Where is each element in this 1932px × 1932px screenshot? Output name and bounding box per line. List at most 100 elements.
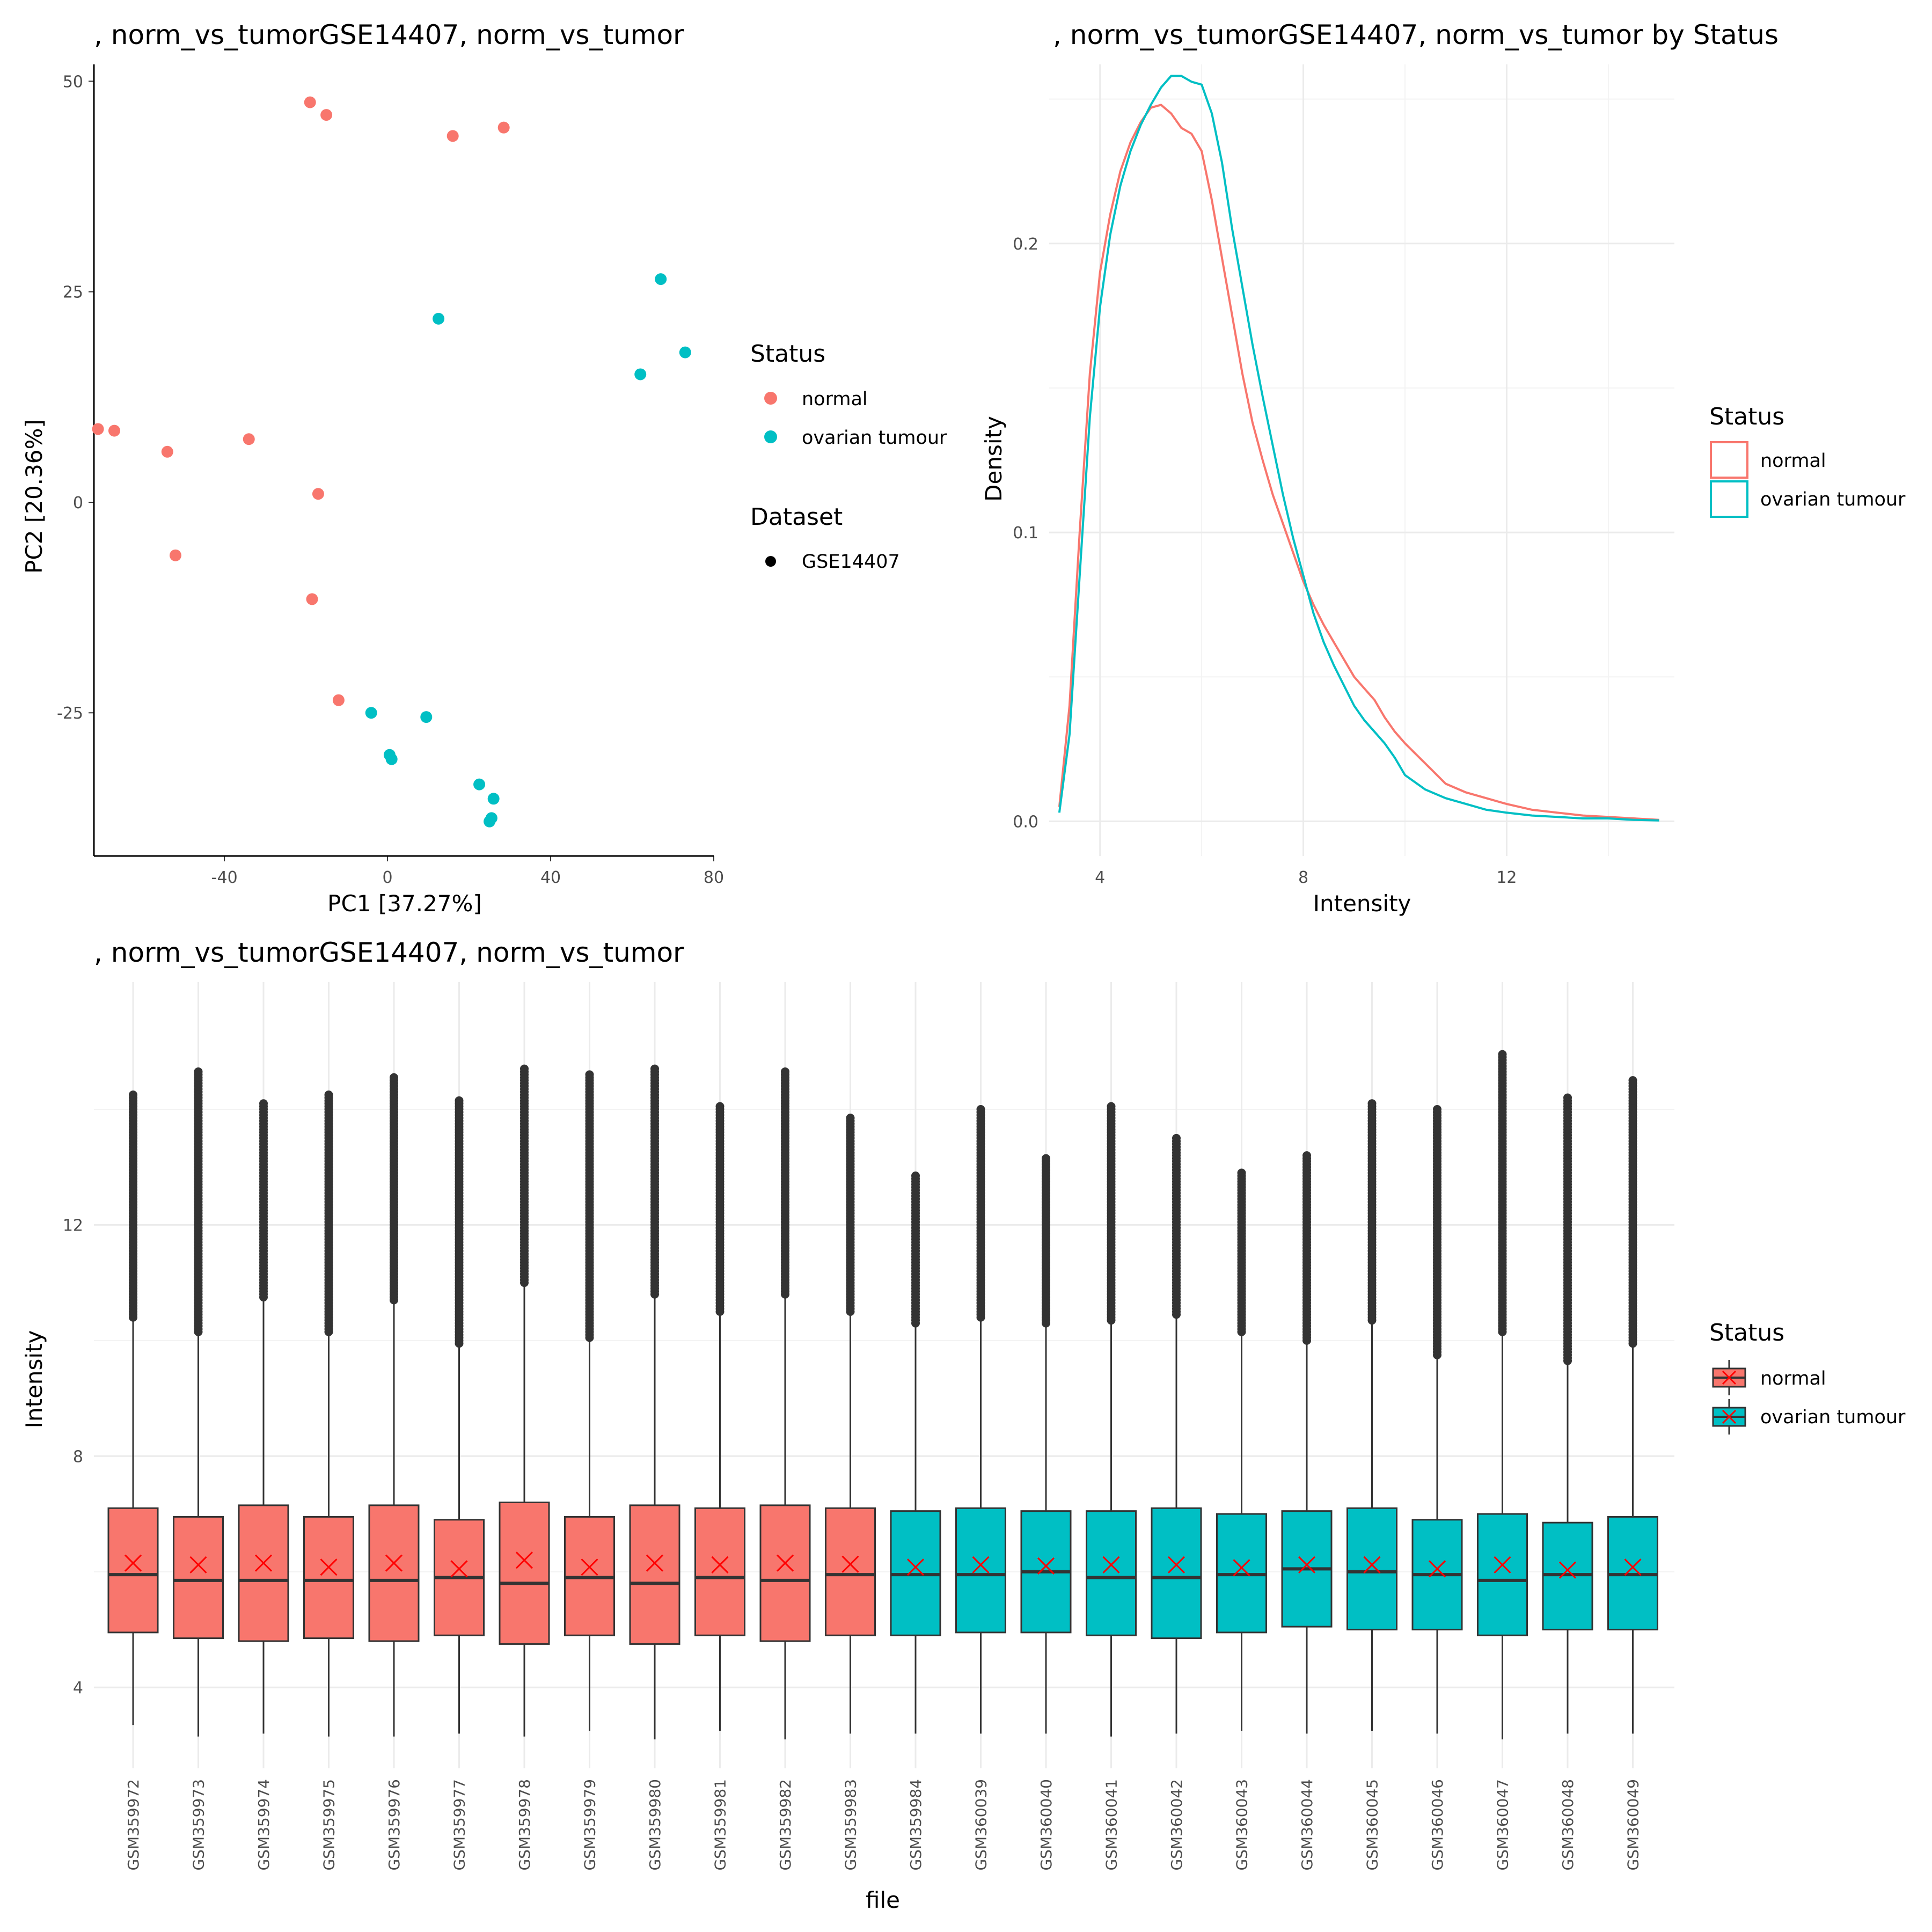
- boxplot-iqr-rect: [629, 1504, 680, 1645]
- boxplot-mean-marker: [841, 1555, 859, 1573]
- pca-y-tick-label: 50: [63, 72, 83, 91]
- boxplot-box-GSM359975: [303, 1091, 354, 1737]
- boxplot-outlier: [1172, 1133, 1181, 1143]
- boxplot-x-tick-label: GSM360040: [1037, 1779, 1055, 1871]
- boxplot-y-label: Intensity: [21, 1330, 47, 1429]
- boxplot-iqr-rect: [1477, 1513, 1528, 1636]
- boxplot-x-tick-label: GSM360042: [1168, 1779, 1185, 1871]
- boxplot-box-GSM360046: [1411, 1104, 1463, 1734]
- boxplot-outlier: [1563, 1093, 1572, 1102]
- density-y-label: Density: [980, 416, 1007, 502]
- density-title: , norm_vs_tumorGSE14407, norm_vs_tumor b…: [1053, 19, 1779, 50]
- boxplot-mean-marker: [320, 1558, 338, 1576]
- boxplot-legend-label-normal: normal: [1760, 1368, 1826, 1389]
- boxplot-iqr-rect: [499, 1501, 550, 1645]
- boxplot-outlier: [911, 1171, 920, 1180]
- boxplot-plot-area: 4 8 12 GSM359972 GSM359973 GSM359974 GSM359975…: [63, 982, 1674, 1871]
- boxplot-outlier: [715, 1102, 724, 1111]
- boxplot-box-GSM359980: [629, 1064, 680, 1740]
- pca-x-tick-label: -40: [211, 868, 238, 887]
- boxplot-box-GSM360043: [1216, 1168, 1267, 1731]
- boxplot-iqr-rect: [955, 1507, 1006, 1634]
- pca-x-tick-label: 40: [540, 868, 561, 887]
- boxplot-outlier: [1107, 1102, 1116, 1111]
- density-x-tick-label: 4: [1095, 868, 1105, 887]
- boxplot-x-tick-label: GSM359973: [190, 1779, 208, 1871]
- pca-y-label: PC2 [20.36%]: [21, 419, 47, 574]
- boxplot-box-GSM360047: [1477, 1050, 1528, 1740]
- boxplot-mean-marker: [646, 1554, 664, 1572]
- boxplot-iqr-rect: [173, 1516, 224, 1640]
- boxplot-box-GSM360042: [1151, 1133, 1202, 1734]
- pca-legend-status-title: Status: [750, 340, 825, 368]
- boxplot-box-GSM360048: [1542, 1093, 1593, 1734]
- density-x-tick-label: 8: [1298, 868, 1308, 887]
- boxplot-box-GSM359979: [564, 1070, 615, 1731]
- boxplot-box-GSM359973: [173, 1067, 224, 1737]
- boxplot-iqr-rect: [825, 1507, 876, 1636]
- density-x-label: Intensity: [1313, 890, 1411, 917]
- boxplot-outlier: [194, 1067, 203, 1076]
- boxplot-x-tick-label: GSM360043: [1233, 1779, 1251, 1871]
- pca-point-normal: [243, 433, 255, 445]
- boxplot-x-tick-label: GSM360046: [1429, 1779, 1446, 1871]
- boxplot-panel: , norm_vs_tumorGSE14407, norm_vs_tumor 4…: [21, 937, 1906, 1913]
- pca-y-tick-label: 0: [73, 494, 83, 513]
- boxplot-box-GSM359982: [759, 1067, 811, 1740]
- boxplot-outlier: [1498, 1050, 1507, 1059]
- pca-point-normal: [332, 694, 345, 706]
- boxplot-x-tick-label: GSM360045: [1364, 1779, 1381, 1871]
- boxplot-box-GSM360049: [1607, 1076, 1658, 1734]
- boxplot-outlier: [129, 1091, 137, 1100]
- boxplot-outlier: [390, 1073, 398, 1082]
- boxplot-iqr-rect: [694, 1507, 745, 1636]
- boxplot-box-GSM359981: [694, 1102, 745, 1731]
- pca-point-tumour: [634, 368, 647, 380]
- pca-point-normal: [312, 488, 324, 500]
- boxplot-box-GSM360041: [1086, 1102, 1137, 1737]
- boxplot-mean-marker: [385, 1554, 403, 1572]
- boxplot-box-GSM359978: [499, 1064, 550, 1737]
- pca-point-normal: [169, 549, 181, 561]
- boxplot-x-tick-label: GSM360044: [1298, 1779, 1316, 1871]
- boxplot-x-tick-label: GSM359980: [646, 1779, 664, 1871]
- boxplot-y-tick-label: 8: [73, 1447, 83, 1466]
- boxplot-mean-marker: [1037, 1557, 1055, 1575]
- pca-x-tick-label: 0: [383, 868, 393, 887]
- boxplot-mean-marker: [1298, 1556, 1316, 1574]
- pca-point-tumour: [473, 778, 486, 791]
- boxplot-mean-marker: [711, 1556, 729, 1574]
- boxplot-box-GSM360039: [955, 1104, 1006, 1734]
- density-y-tick-label: 0.2: [1013, 235, 1038, 254]
- boxplot-x-tick-label: GSM359983: [842, 1779, 860, 1871]
- boxplot-box-GSM360045: [1346, 1099, 1397, 1731]
- boxplot-legend-title: Status: [1709, 1319, 1784, 1346]
- boxplot-mean-marker: [1624, 1558, 1642, 1576]
- pca-title: , norm_vs_tumorGSE14407, norm_vs_tumor: [94, 19, 684, 50]
- pca-point-tumour: [484, 815, 496, 828]
- boxplot-mean-marker: [1558, 1561, 1577, 1579]
- boxplot-iqr-rect: [1151, 1507, 1202, 1640]
- pca-plot-area: -40 0 40 80 -25 0 25 50: [57, 64, 724, 887]
- boxplot-mean-marker: [581, 1558, 598, 1576]
- pca-point-normal: [320, 109, 333, 121]
- pca-panel: , norm_vs_tumorGSE14407, norm_vs_tumor -…: [21, 19, 947, 917]
- boxplot-x-tick-label: GSM359978: [516, 1779, 533, 1871]
- pca-x-tick-label: 80: [704, 868, 724, 887]
- boxplot-x-tick-label: GSM359979: [581, 1779, 599, 1871]
- boxplot-mean-marker: [189, 1556, 207, 1574]
- boxplot-outlier: [1433, 1104, 1441, 1114]
- density-legend: Status normal ovarian tumour: [1709, 403, 1906, 518]
- boxplot-box-GSM359974: [238, 1099, 289, 1734]
- pca-legend-key-normal: [764, 392, 777, 405]
- pca-legend-key-dataset: [765, 556, 776, 567]
- density-legend-label-tumour: ovarian tumour: [1760, 489, 1906, 510]
- boxplot-x-tick-label: GSM360049: [1624, 1779, 1642, 1871]
- pca-legend-label-normal: normal: [802, 389, 868, 410]
- boxplot-outlier: [1042, 1154, 1050, 1163]
- density-x-tick-label: 12: [1496, 868, 1517, 887]
- boxplot-box-GSM359983: [825, 1114, 876, 1734]
- boxplot-x-tick-label: GSM360048: [1559, 1779, 1577, 1871]
- boxplot-outlier: [1302, 1151, 1311, 1160]
